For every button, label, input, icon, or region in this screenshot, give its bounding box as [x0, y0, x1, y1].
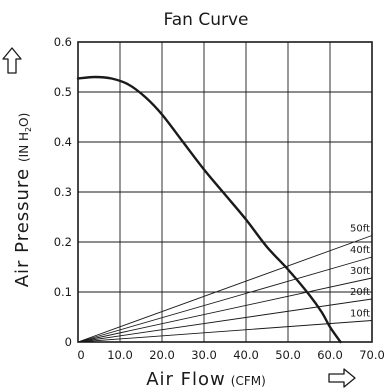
- system-curve-30ft: [77, 277, 373, 343]
- y-tick-label: 0.5: [54, 85, 72, 99]
- fan-curve-line: [76, 75, 342, 344]
- x-tick-label: 30.0: [191, 348, 217, 362]
- svg-text:Air Pressure(IN H2O): Air Pressure(IN H2O): [12, 113, 33, 288]
- y-tick-label: 0.4: [54, 135, 72, 149]
- up-arrow-icon: [2, 47, 22, 74]
- y-tick-label: 0.2: [54, 235, 72, 249]
- system-curve-label: 50ft: [350, 224, 370, 235]
- system-curve-label: 30ft: [350, 266, 370, 277]
- x-tick-label: 10.0: [107, 348, 133, 362]
- x-tick-label: 70.0: [359, 348, 385, 362]
- system-curve-label: 40ft: [350, 245, 370, 256]
- plot-frame: [77, 41, 373, 343]
- y-tick-label: 0.1: [54, 285, 72, 299]
- system-curve-10ft: [77, 320, 373, 343]
- system-curve-label: 20ft: [350, 287, 370, 298]
- chart-title: Fan Curve: [164, 10, 249, 30]
- system-curves: [77, 235, 373, 343]
- x-axis-label: Air Flow (CFM): [146, 369, 266, 389]
- x-tick-label: 40.0: [233, 348, 259, 362]
- grid-lines: [78, 42, 372, 342]
- system-curve-50ft: [77, 235, 373, 343]
- y-tick-label: 0.3: [54, 185, 72, 199]
- x-tick-label: 60.0: [317, 348, 343, 362]
- x-tick-label: 20.0: [149, 348, 175, 362]
- system-curve-20ft: [77, 298, 373, 343]
- y-tick-labels: 0 0.1 0.2 0.3 0.4 0.5 0.6: [54, 35, 72, 349]
- system-curve-label: 10ft: [350, 309, 370, 320]
- x-tick-labels: 0 10.0 20.0 30.0 40.0 50.0 60.0 70.0: [77, 348, 384, 362]
- system-curve-labels: 50ft 40ft 30ft 20ft 10ft: [350, 224, 370, 320]
- system-curve-40ft: [77, 256, 373, 343]
- y-axis-label: Air Pressure(IN H2O): [12, 113, 33, 288]
- y-tick-label: 0: [65, 335, 72, 349]
- x-tick-label: 50.0: [275, 348, 301, 362]
- x-tick-label: 0: [77, 348, 84, 362]
- y-tick-label: 0.6: [54, 35, 72, 49]
- right-arrow-icon: [328, 368, 356, 388]
